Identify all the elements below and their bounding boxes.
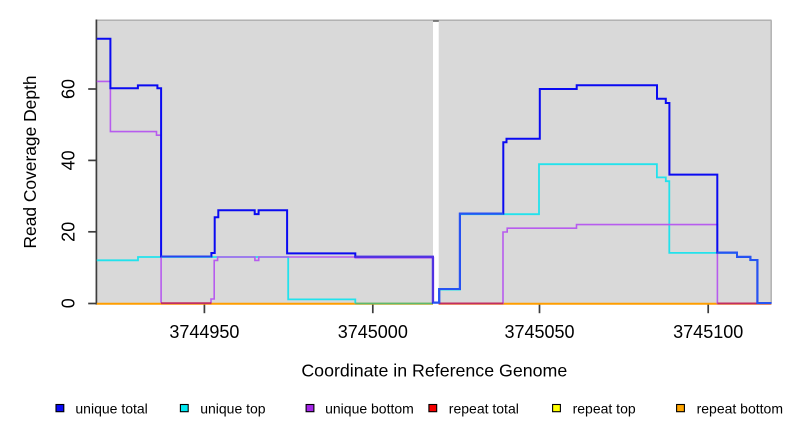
svg-text:3744950: 3744950 xyxy=(169,322,239,342)
svg-text:Read Coverage Depth: Read Coverage Depth xyxy=(20,75,40,248)
svg-text:unique top: unique top xyxy=(200,400,266,416)
svg-text:3745000: 3745000 xyxy=(338,322,408,342)
svg-text:60: 60 xyxy=(59,79,79,99)
svg-text:repeat bottom: repeat bottom xyxy=(697,400,783,416)
svg-text:Coordinate in Reference Genome: Coordinate in Reference Genome xyxy=(301,360,567,380)
svg-text:3745100: 3745100 xyxy=(673,322,743,342)
svg-text:3745050: 3745050 xyxy=(504,322,574,342)
svg-text:repeat top: repeat top xyxy=(573,400,636,416)
svg-text:unique total: unique total xyxy=(75,400,147,416)
svg-text:0: 0 xyxy=(59,298,79,308)
svg-text:repeat total: repeat total xyxy=(449,400,519,416)
svg-text:40: 40 xyxy=(59,150,79,170)
svg-text:unique bottom: unique bottom xyxy=(325,400,414,416)
svg-text:20: 20 xyxy=(59,222,79,242)
